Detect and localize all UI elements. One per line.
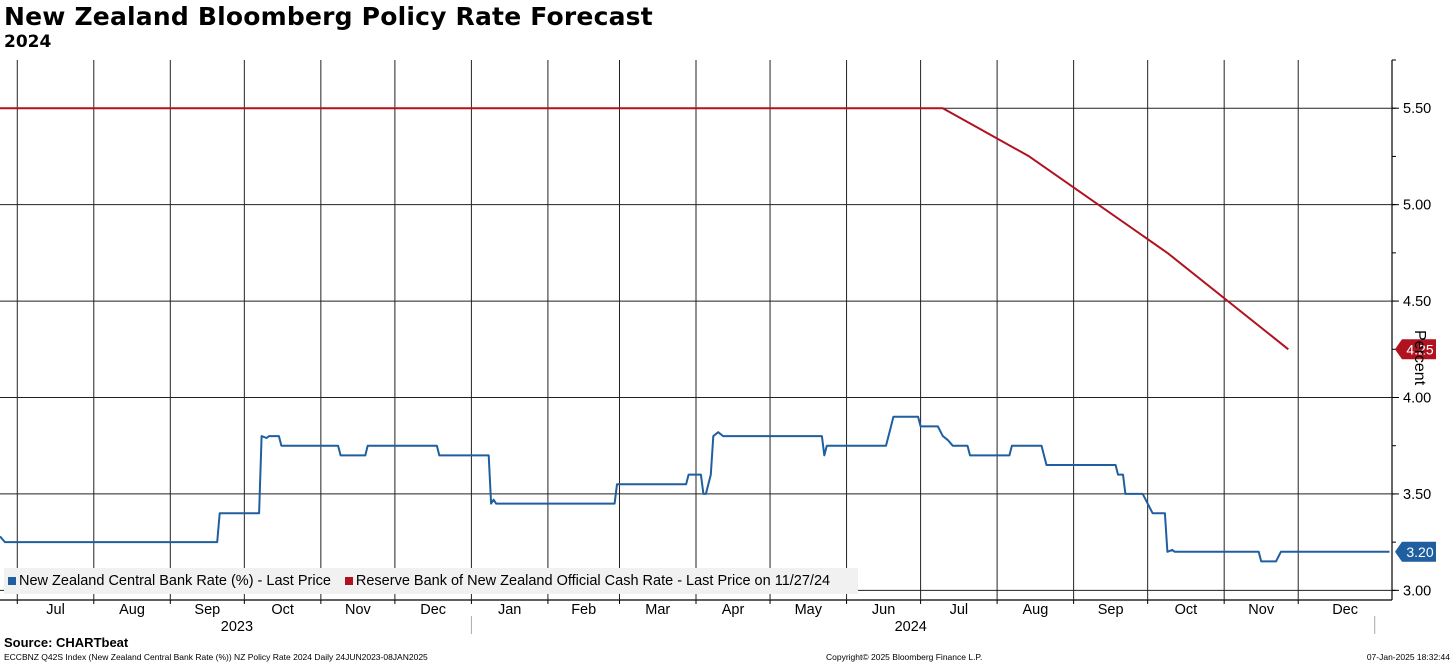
- x-tick-label: Nov: [345, 602, 372, 618]
- x-tick-label: Feb: [571, 602, 596, 618]
- x-tick-label: Sep: [1098, 602, 1124, 618]
- legend-label: Reserve Bank of New Zealand Official Cas…: [355, 573, 831, 589]
- x-tick-label: May: [795, 602, 823, 618]
- x-tick-label: Jul: [46, 602, 65, 618]
- x-tick-label: Oct: [1175, 602, 1198, 618]
- x-tick-label: Sep: [194, 602, 220, 618]
- last-value-label: 4.25: [1406, 341, 1433, 357]
- x-tick-label: Jan: [498, 602, 521, 618]
- series-line-central-bank-rate: [0, 415, 1390, 563]
- footer-index-info: ECCBNZ Q42S Index (New Zealand Central B…: [4, 652, 428, 662]
- x-tick-label: Jul: [950, 602, 969, 618]
- x-tick-label: Apr: [722, 602, 745, 618]
- x-tick-label: Aug: [1022, 602, 1048, 618]
- last-value-label: 3.20: [1406, 544, 1433, 560]
- x-tick-label: Mar: [645, 602, 670, 618]
- source-note: Source: CHARTbeat: [4, 635, 129, 650]
- last-value-flag-red: [1395, 339, 1436, 360]
- legend: New Zealand Central Bank Rate (%) - Last…: [4, 568, 858, 594]
- y-tick-label: 3.00: [1403, 583, 1431, 599]
- footer-copyright: Copyright© 2025 Bloomberg Finance L.P.: [826, 652, 983, 662]
- x-tick-label: Dec: [420, 602, 446, 618]
- x-tick-label: Aug: [119, 602, 145, 618]
- y-tick-label: 5.50: [1403, 101, 1431, 117]
- year-label: 2023: [221, 619, 253, 635]
- series-line-official-cash-rate: [0, 107, 1289, 351]
- chart-title: New Zealand Bloomberg Policy Rate Foreca…: [4, 2, 653, 31]
- footer-timestamp: 07-Jan-2025 18:32:44: [1366, 652, 1450, 662]
- year-label: 2024: [895, 619, 927, 635]
- last-value-flag-blue: [1395, 541, 1436, 562]
- legend-swatch-blue: [8, 577, 16, 585]
- legend-item-official-cash-rate: Reserve Bank of New Zealand Official Cas…: [344, 573, 831, 589]
- y-tick-label: 4.00: [1403, 391, 1431, 407]
- legend-swatch-red: [344, 577, 353, 585]
- y-tick-label: 3.50: [1403, 487, 1431, 503]
- legend-item-central-bank-rate: New Zealand Central Bank Rate (%) - Last…: [8, 573, 331, 589]
- x-tick-label: Dec: [1332, 602, 1358, 618]
- legend-label: New Zealand Central Bank Rate (%) - Last…: [19, 573, 331, 589]
- x-tick-label: Jun: [872, 602, 895, 618]
- y-axis-label: Percent: [1411, 330, 1428, 386]
- x-tick-label: Oct: [271, 602, 294, 618]
- y-tick-label: 4.50: [1403, 294, 1431, 310]
- chart-subtitle: 2024: [4, 32, 52, 52]
- x-tick-label: Nov: [1248, 602, 1275, 618]
- y-tick-label: 5.00: [1403, 198, 1431, 214]
